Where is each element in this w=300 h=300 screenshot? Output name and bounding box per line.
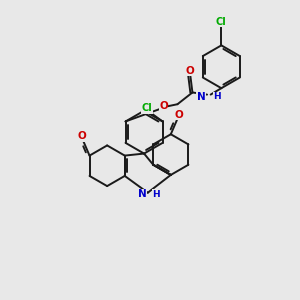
Text: N: N <box>196 92 205 102</box>
Text: O: O <box>159 101 168 111</box>
Text: Cl: Cl <box>142 103 153 113</box>
Text: H: H <box>152 190 160 199</box>
Text: O: O <box>78 131 86 141</box>
Text: Cl: Cl <box>216 17 227 27</box>
Text: H: H <box>213 92 220 101</box>
Text: N: N <box>137 189 146 199</box>
Text: O: O <box>186 66 195 76</box>
Text: O: O <box>174 110 183 120</box>
